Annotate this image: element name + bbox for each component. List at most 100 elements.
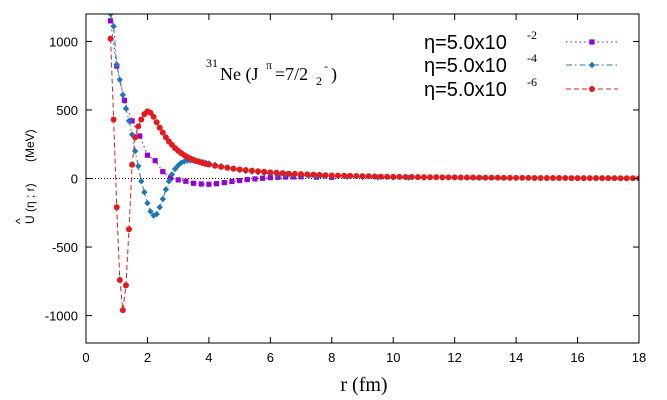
series-3-point (482, 174, 489, 181)
series-3-point (402, 173, 409, 180)
legend-marker (589, 39, 595, 45)
y-tick-label: 500 (56, 103, 78, 118)
series-3-point (218, 163, 225, 170)
series-3-point (212, 162, 219, 169)
series-3-point (132, 134, 139, 141)
series-2-point (110, 23, 117, 30)
series-3-point (599, 175, 606, 182)
legend-marker (588, 61, 596, 69)
series-3-point (273, 169, 280, 176)
series-2-point (165, 178, 173, 185)
series-3-point (162, 134, 169, 141)
series-1-point (244, 176, 250, 183)
series-3-point (119, 307, 126, 314)
legend-entry-2: η=5.0x10 -4 (424, 51, 618, 77)
series-3-point (463, 174, 470, 181)
series-3-point (135, 123, 142, 130)
ticks-layer: 0 2 4 6 8 10 12 14 16 18 -1000 -500 0 500 1000 (45, 14, 646, 365)
x-tick-label: 8 (328, 350, 335, 365)
series-3-point (488, 174, 495, 181)
series-2-point (138, 178, 145, 185)
legend-label: η=5.0x10 (424, 55, 507, 77)
series-3-point (494, 174, 501, 181)
series-1-point (137, 133, 143, 139)
series-3-point (506, 174, 513, 181)
series-1-point (198, 181, 204, 187)
x-axis-title: r (fm) (340, 374, 387, 396)
series-3-point (147, 109, 154, 116)
series-3-point (129, 161, 136, 168)
series-2-point (178, 159, 185, 166)
annotation-pi: π (266, 58, 272, 72)
series-3-point (605, 175, 612, 182)
series-3-point (110, 116, 117, 123)
x-tick-label: 18 (632, 350, 646, 365)
series-3-point (384, 173, 391, 180)
y-axis-title-main: U (η ; r) (23, 183, 37, 224)
series-3-point (439, 174, 446, 181)
series-3-point (159, 129, 166, 136)
series-3-point (116, 276, 123, 283)
series-3-point (470, 174, 477, 181)
series-3-point (396, 173, 403, 180)
x-tick-label: 16 (570, 350, 584, 365)
legend-exponent: -2 (527, 28, 537, 42)
series-3-point (562, 174, 569, 181)
legend-label: η=5.0x10 (424, 79, 507, 101)
series-2-point (113, 61, 120, 68)
series-3-point (549, 174, 556, 181)
series-3-point (537, 174, 544, 181)
x-tick-label: 14 (509, 350, 523, 365)
series-3-point (592, 175, 599, 182)
series-2-point (125, 117, 133, 125)
series-3-point (586, 175, 593, 182)
series-2-point (119, 91, 127, 99)
series-3-point (310, 171, 317, 178)
legend-entry-1: η=5.0x10 -2 (424, 28, 618, 54)
series-3-point (371, 173, 378, 180)
series-3-point (236, 166, 243, 173)
y-axis-title: ^ U (η ; r) (MeV) (13, 129, 37, 224)
series-3-point (580, 175, 587, 182)
series-2-point (184, 157, 191, 164)
x-tick-label: 2 (144, 350, 151, 365)
series-3-point (138, 116, 145, 123)
series-3-point (341, 172, 348, 179)
legend-label: η=5.0x10 (424, 32, 507, 54)
series-3-point (261, 168, 268, 175)
series-2-point (153, 210, 160, 218)
series-3-point (150, 113, 157, 120)
series-3-point (113, 204, 120, 211)
series-3-point (500, 174, 507, 181)
series-3-point (353, 173, 360, 180)
series-1-point (229, 178, 235, 185)
series-3-point (377, 173, 384, 180)
series-3-point (568, 175, 575, 182)
series-3-point (574, 175, 581, 182)
y-tick-label: 0 (71, 172, 78, 187)
x-tick-label: 10 (386, 350, 400, 365)
series-1-point (183, 178, 189, 184)
series-3-point (457, 174, 464, 181)
series-2-point (144, 199, 151, 207)
series-1-point (213, 181, 220, 187)
legend: η=5.0x10 -2 η=5.0x10 -4 η=5.0x10 -6 (424, 28, 618, 101)
series-3-point (291, 170, 298, 177)
series-2-point (128, 131, 136, 138)
series-2-point (159, 195, 167, 203)
series-1-point (121, 97, 128, 103)
series-3-point (408, 173, 415, 180)
series-3-point (267, 169, 274, 176)
series-3-point (556, 174, 563, 181)
series-2-point (107, 14, 114, 18)
series-2-point (147, 208, 154, 215)
series-3-point (531, 174, 538, 181)
series-3-point (126, 226, 133, 233)
series-2-point (141, 189, 148, 196)
series-1-point (221, 180, 227, 186)
series-3-point (476, 174, 483, 181)
series-2-point (156, 204, 163, 211)
series-3-point (390, 173, 397, 180)
series-3-point (433, 174, 440, 181)
series-1-point (167, 175, 174, 181)
